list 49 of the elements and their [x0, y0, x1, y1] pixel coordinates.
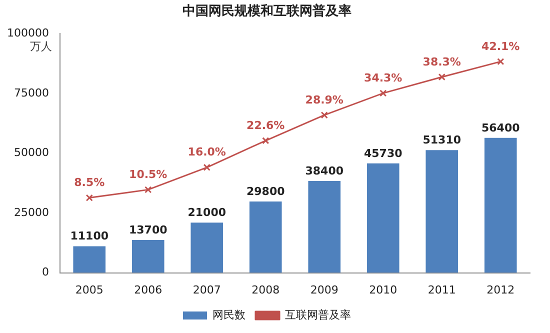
legend-label: 网民数 — [212, 308, 246, 322]
x-tick-label: 2010 — [369, 283, 398, 296]
x-tick-label: 2011 — [428, 283, 456, 296]
data-label: 38400 — [305, 164, 344, 178]
data-label: 38.3% — [422, 55, 461, 68]
bar — [366, 163, 400, 273]
y-axis-title: 万人 — [30, 40, 52, 53]
bar — [132, 240, 164, 273]
data-label: 22.6% — [246, 118, 285, 132]
data-label: 34.3% — [364, 72, 402, 85]
chart-title: 中国网民规模和互联网普及率 — [182, 3, 352, 20]
data-label: 45730 — [364, 146, 403, 160]
y-tick-label: 25000 — [14, 206, 49, 219]
y-tick-label: 75000 — [14, 86, 49, 100]
data-label: 10.5% — [129, 168, 168, 182]
bar — [249, 202, 282, 273]
y-tick-label: 100000 — [6, 26, 49, 40]
bar — [484, 138, 517, 273]
x-tick-label: 2008 — [252, 283, 280, 296]
data-label: 28.9% — [305, 93, 344, 106]
x-tick-label: 2006 — [134, 283, 162, 296]
bar — [426, 150, 458, 273]
legend-label: 互联网普及率 — [285, 308, 351, 322]
point — [203, 164, 210, 171]
point — [497, 58, 504, 66]
bar — [73, 246, 106, 273]
point — [262, 137, 270, 144]
point — [380, 90, 387, 97]
point — [320, 112, 328, 119]
data-label: 13700 — [128, 223, 168, 236]
x-tick-label: 2005 — [75, 283, 104, 296]
data-label: 16.0% — [188, 146, 226, 159]
data-label: 8.5% — [74, 176, 105, 190]
x-tick-label: 2009 — [310, 283, 338, 296]
point — [438, 73, 446, 81]
data-label: 11100 — [70, 230, 109, 243]
point — [86, 194, 93, 202]
x-tick-label: 2007 — [192, 283, 221, 296]
data-label: 29800 — [246, 184, 286, 198]
x-tick-label: 2012 — [486, 283, 515, 296]
data-label: 56400 — [481, 121, 520, 134]
bar — [190, 222, 224, 273]
y-tick-label: 50000 — [14, 146, 49, 160]
data-label: 42.1% — [482, 40, 520, 53]
y-tick-label: 0 — [42, 266, 49, 279]
data-label: 51310 — [422, 133, 462, 146]
data-label: 21000 — [188, 206, 226, 219]
point — [144, 186, 152, 194]
bar — [308, 180, 341, 273]
